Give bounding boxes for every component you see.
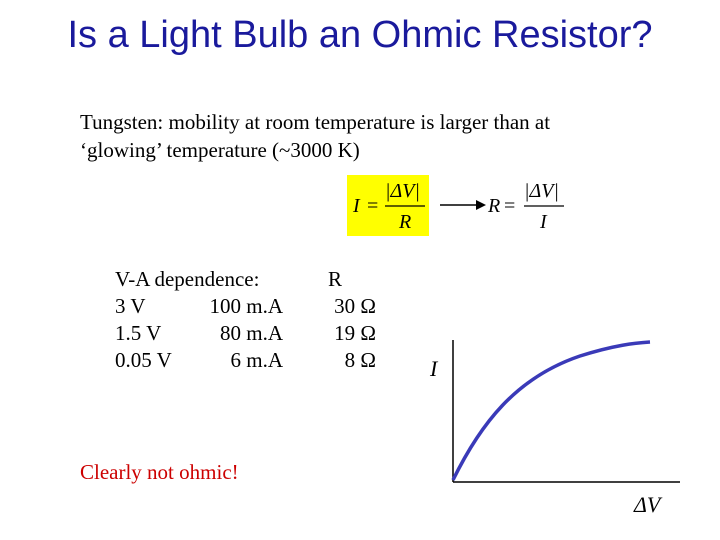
conclusion-text: Clearly not ohmic! — [80, 460, 239, 484]
eq-left-denominator: R — [398, 211, 411, 233]
intro-line-2: ‘glowing’ temperature (~3000 K) — [80, 138, 360, 162]
resistance-value: 30 Ω — [334, 294, 376, 318]
eq-left-equals: = — [367, 195, 378, 217]
eq-right-equals: = — [504, 195, 515, 217]
eq-left-lhs: I — [352, 195, 361, 217]
resistance-value: 19 Ω — [334, 321, 376, 345]
y-axis-label: I — [429, 356, 439, 381]
voltage-value: 0.05 V — [115, 348, 172, 372]
resistance-value: 8 Ω — [344, 348, 376, 372]
va-dependence-table: V-A dependence: 3 V 100 m.A 1.5 V 80 m.A… — [115, 266, 283, 374]
arrow-icon — [440, 198, 486, 216]
current-value: 100 m.A — [209, 294, 284, 318]
eq-right-denominator: I — [539, 211, 548, 233]
eq-left-numerator: |ΔV| — [385, 180, 420, 202]
iv-curve — [451, 340, 651, 481]
va-table-header: V-A dependence: — [115, 267, 260, 291]
resistance-header: R — [328, 267, 343, 291]
slide-title: Is a Light Bulb an Ohmic Resistor? — [67, 14, 653, 56]
ohms-law-current-equation: I = |ΔV| R — [347, 175, 429, 236]
iv-curve-graph: I ΔV — [420, 330, 685, 540]
table-row: 1.5 V 80 m.A — [115, 320, 283, 347]
intro-line-1: Tungsten: mobility at room temperature i… — [80, 110, 551, 134]
table-row: 3 V 100 m.A — [115, 293, 283, 320]
eq-right-lhs: R — [487, 195, 500, 217]
x-axis-label: ΔV — [633, 492, 663, 517]
intro-text: Tungsten: mobility at room temperature i… — [80, 108, 660, 164]
table-row: 0.05 V 6 m.A — [115, 347, 283, 374]
current-value: 6 m.A — [230, 348, 284, 372]
eq-right-numerator: |ΔV| — [524, 180, 559, 202]
current-value: 80 m.A — [220, 321, 283, 345]
voltage-value: 3 V — [115, 294, 146, 318]
resistance-column: R 30 Ω 19 Ω 8 Ω — [328, 266, 376, 374]
resistance-equation: R = |ΔV| I — [484, 175, 574, 236]
voltage-value: 1.5 V — [115, 321, 162, 345]
